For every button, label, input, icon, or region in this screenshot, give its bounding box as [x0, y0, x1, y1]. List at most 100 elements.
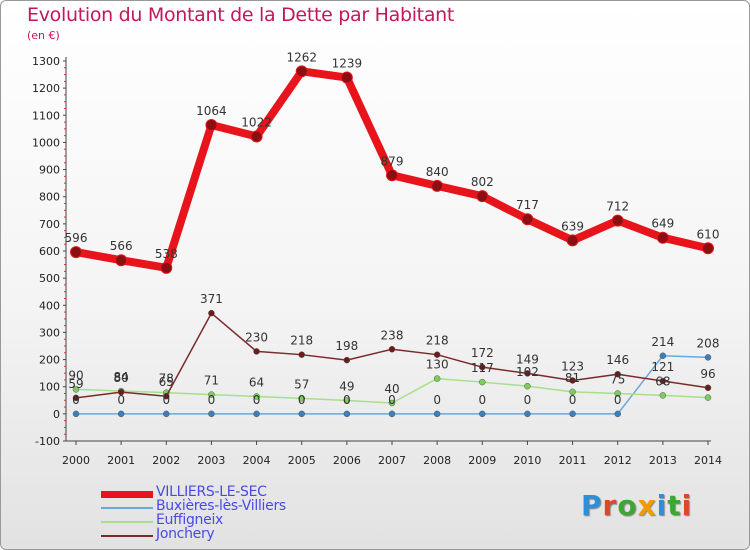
- data-label: 172: [471, 346, 494, 360]
- x-tick-label: 2001: [107, 454, 135, 467]
- logo-letter: i: [656, 489, 668, 522]
- data-label: 0: [72, 393, 80, 407]
- data-point: [253, 393, 260, 400]
- data-point: [340, 71, 353, 84]
- y-tick-label: 600: [39, 245, 60, 258]
- data-label: 49: [339, 380, 354, 394]
- data-point: [163, 392, 170, 400]
- data-point: [521, 213, 534, 226]
- data-label: 0: [433, 393, 441, 407]
- data-label: 596: [65, 231, 88, 245]
- data-point: [611, 214, 624, 227]
- data-label: 0: [117, 393, 125, 407]
- data-label: 84: [114, 370, 129, 384]
- y-tick-label: 1000: [32, 136, 60, 149]
- data-label: 1022: [241, 115, 272, 129]
- data-label: 802: [471, 175, 494, 189]
- data-label: 117: [471, 361, 494, 375]
- data-point: [386, 169, 398, 182]
- data-point: [614, 370, 621, 378]
- data-label: 717: [516, 198, 539, 212]
- data-label: 149: [516, 352, 539, 366]
- data-label: 0: [253, 393, 261, 407]
- x-tick-label: 2004: [243, 454, 271, 467]
- data-point: [476, 190, 489, 203]
- data-point: [524, 382, 531, 390]
- y-tick-label: -100: [35, 435, 60, 448]
- data-point: [704, 394, 712, 401]
- data-label: 566: [110, 239, 133, 253]
- logo-letter: t: [667, 489, 682, 522]
- data-point: [205, 119, 218, 132]
- data-label: 0: [162, 393, 170, 407]
- data-point: [433, 410, 441, 418]
- data-point: [343, 410, 351, 418]
- legend-swatch: [101, 521, 153, 523]
- logo-letter: i: [681, 489, 693, 522]
- legend-swatch: [101, 535, 153, 537]
- data-label: 121: [651, 360, 674, 374]
- y-tick-label: 500: [39, 272, 60, 285]
- data-label: 75: [610, 373, 625, 387]
- x-tick-label: 2000: [62, 454, 90, 467]
- y-tick-label: 200: [39, 354, 60, 367]
- x-tick-label: 2007: [378, 454, 406, 467]
- data-label: 64: [249, 375, 264, 389]
- legend-label: Euffigneix: [156, 512, 224, 528]
- data-point: [433, 351, 441, 358]
- y-tick-label: 700: [39, 218, 60, 231]
- data-point: [343, 356, 351, 364]
- data-point: [343, 397, 351, 404]
- legend-label: Buxières-lès-Villiers: [156, 498, 286, 514]
- data-point: [702, 242, 714, 255]
- x-tick-label: 2002: [152, 454, 180, 467]
- proxiti-logo: Proxiti: [581, 489, 692, 522]
- y-tick-label: 900: [39, 164, 60, 177]
- data-label: 123: [561, 359, 584, 373]
- legend-swatch: [101, 491, 153, 498]
- data-label: 371: [200, 292, 223, 306]
- data-point: [659, 352, 667, 360]
- data-point: [250, 130, 263, 143]
- legend-label: VILLIERS-LE-SEC: [156, 484, 267, 500]
- data-point: [524, 410, 531, 418]
- data-point: [569, 388, 576, 396]
- data-label: 879: [381, 154, 404, 168]
- logo-letter: x: [637, 489, 657, 522]
- data-point: [614, 410, 621, 418]
- logo-letter: P: [581, 489, 603, 522]
- data-point: [659, 377, 667, 385]
- data-label: 639: [561, 219, 584, 233]
- chart-title: Evolution du Montant de la Dette par Hab…: [27, 4, 455, 26]
- data-point: [704, 354, 712, 361]
- data-label: 90: [68, 368, 83, 382]
- data-label: 218: [290, 334, 313, 348]
- y-tick-label: 1100: [32, 109, 60, 122]
- data-point: [117, 388, 125, 396]
- data-label: 208: [697, 336, 720, 350]
- data-label: 0: [614, 393, 622, 407]
- data-label: 96: [700, 367, 715, 381]
- data-point: [163, 410, 170, 418]
- data-point: [704, 384, 712, 392]
- data-label: 610: [697, 227, 720, 241]
- data-label: 40: [384, 382, 399, 396]
- data-label: 840: [426, 165, 449, 179]
- x-tick-label: 2010: [513, 454, 541, 467]
- x-tick-label: 2008: [423, 454, 451, 467]
- data-point: [253, 348, 260, 355]
- data-label: 68: [655, 374, 670, 388]
- data-point: [253, 410, 260, 418]
- data-point: [298, 410, 305, 418]
- data-point: [569, 410, 576, 418]
- data-label: 1239: [332, 57, 363, 71]
- data-point: [659, 392, 667, 399]
- data-label: 0: [478, 393, 486, 407]
- data-label: 0: [343, 393, 351, 407]
- data-point: [431, 179, 444, 192]
- data-point: [208, 309, 215, 317]
- x-tick-label: 2005: [288, 454, 316, 467]
- x-tick-label: 2012: [604, 454, 632, 467]
